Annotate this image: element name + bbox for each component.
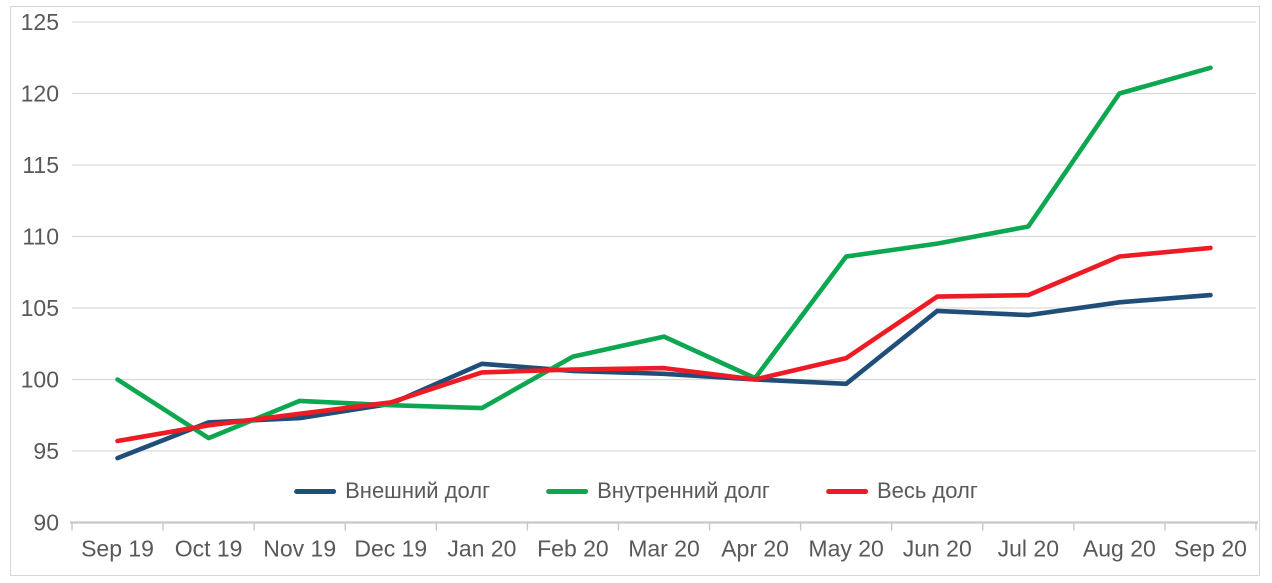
legend-label: Внешний долг [345,478,491,503]
legend-line-swatch-icon [294,488,337,494]
x-tick-label: Feb 20 [537,536,609,562]
legend-item-2: Весь долг [825,478,978,503]
x-tick-label: Jan 20 [447,536,516,562]
x-tick-label: Jun 20 [903,536,972,562]
x-tick-label: Oct 19 [175,536,243,562]
chart-legend: Внешний долг Внутренний долг Весь долг [294,480,978,502]
x-tick-label: Aug 20 [1083,536,1156,562]
legend-item-1: Внутренний долг [546,480,770,502]
y-tick-label: 110 [22,224,59,250]
y-tick-label: 95 [33,438,59,464]
y-tick-label: 115 [22,152,59,178]
x-tick-label: May 20 [808,536,883,562]
legend-line-swatch-icon [546,488,589,494]
y-tick-label: 120 [21,81,59,107]
series-line-0 [115,292,1213,461]
x-tick-label: Sep 19 [81,536,154,562]
chart-figure-border [10,6,1260,576]
x-tick-label: Apr 20 [721,536,789,562]
legend-item-0: Внешний долг [294,480,490,502]
x-tick-label: Mar 20 [628,536,700,562]
x-tick-label: Nov 19 [263,536,336,562]
series-line-2 [115,245,1213,444]
x-tick-label: Sep 20 [1174,536,1247,562]
legend-label: Внутренний долг [597,478,770,503]
y-tick-label: 105 [21,295,59,321]
x-tick-label: Dec 19 [354,536,427,562]
y-tick-label: 90 [33,510,59,536]
legend-label: Весь долг [876,478,978,503]
y-tick-label: 100 [21,367,59,393]
legend-line-swatch-icon [825,488,868,494]
x-tick-label: Jul 20 [998,536,1059,562]
series-line-1 [115,65,1213,441]
y-tick-label: 125 [21,9,59,35]
